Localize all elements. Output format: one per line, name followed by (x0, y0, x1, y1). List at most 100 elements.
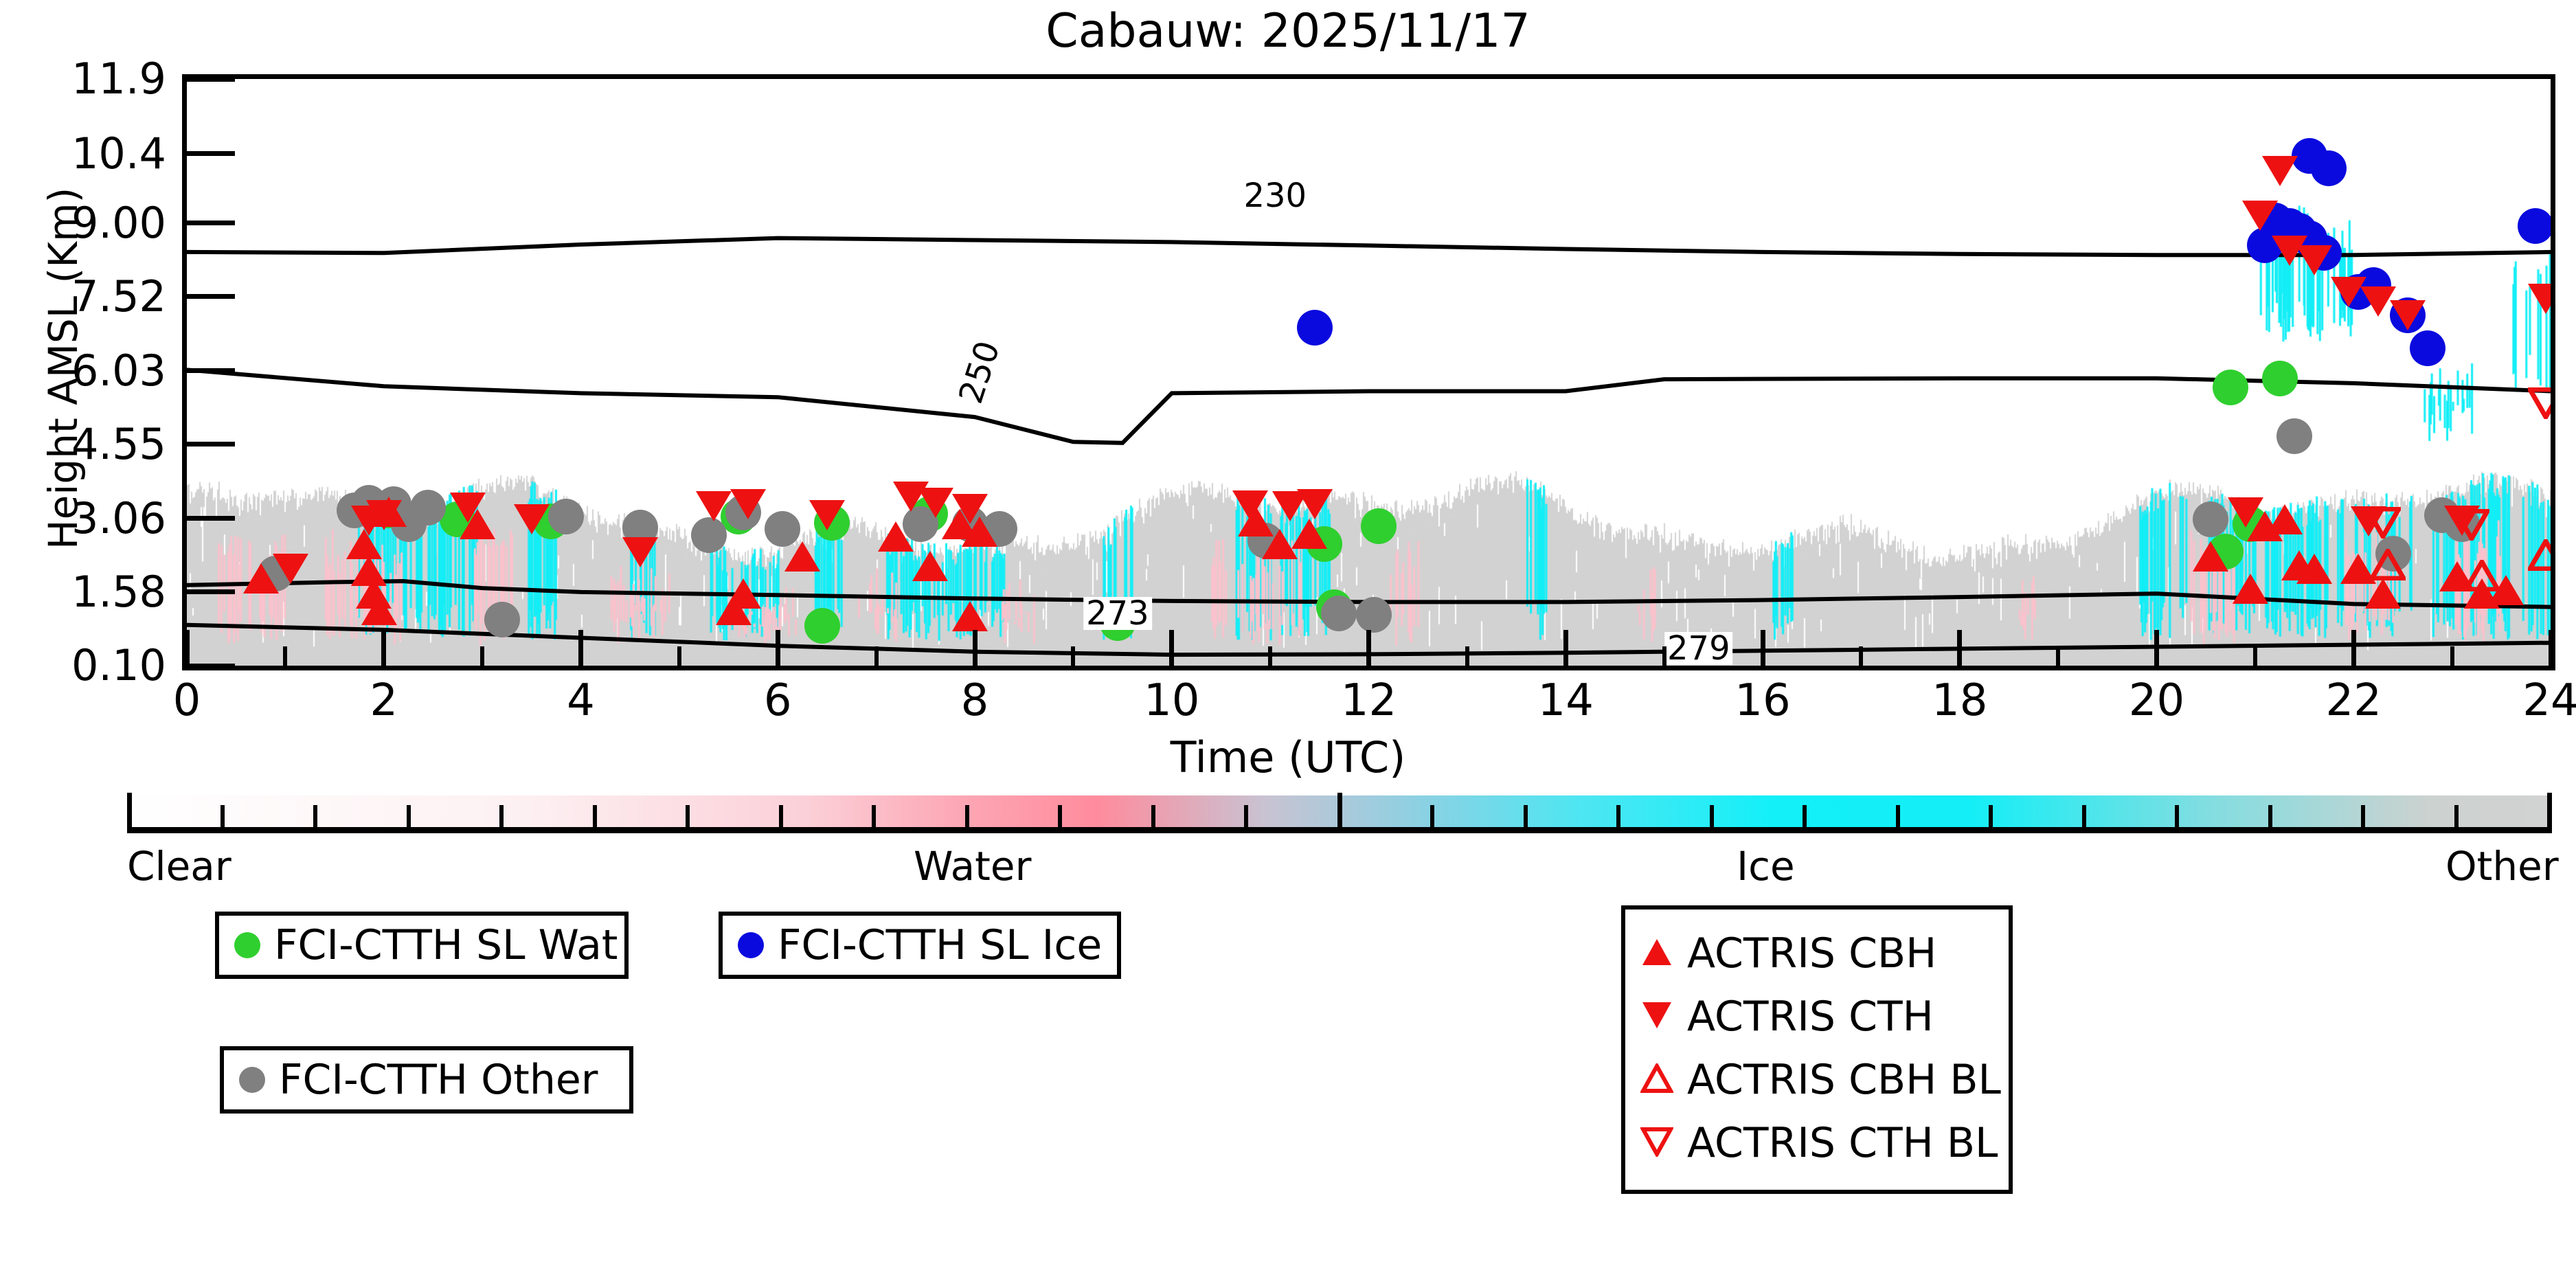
y-tick (187, 79, 235, 82)
triangle-down-open-icon (1639, 1127, 1675, 1160)
datapoint-fci-ctth-sl-ice (1296, 309, 1333, 346)
colorbar-tick (1244, 805, 1248, 827)
x-tick (2548, 630, 2551, 666)
datapoint-fci-ctth-other (547, 498, 584, 534)
datapoint-actris-cth (272, 553, 308, 584)
colorbar-tick (2081, 805, 2086, 827)
x-ticklabel: 12 (1340, 675, 1397, 726)
datapoint-actris-cbh (878, 521, 914, 552)
y-axis-label: Height AMSL (Km) (40, 187, 87, 550)
datapoint-actris-cbh (784, 541, 821, 572)
colorbar-tick (1616, 805, 1620, 827)
colorbar-tick (406, 805, 411, 827)
contour-label-273: 273 (1083, 597, 1152, 630)
colorbar-label-water: Water (914, 843, 1032, 890)
x-ticklabel: 8 (960, 675, 989, 726)
legend-row-actris-cbh-bl[interactable]: ACTRIS CBH BL (1625, 1048, 2009, 1111)
colorbar-tick (778, 805, 783, 827)
x-tick (1760, 630, 1765, 666)
datapoint-fci-ctth-sl-wat (2261, 360, 2298, 396)
datapoint-actris-cth (1232, 490, 1269, 521)
colorbar-tick (2547, 793, 2552, 827)
triangle-down-filled-icon (1640, 1000, 1673, 1033)
x-tick (1957, 630, 1963, 666)
datapoint-fci-ctth-other (765, 510, 801, 547)
datapoint-fci-ctth-other (484, 602, 520, 638)
x-tick-minor (2056, 646, 2061, 666)
x-tick-minor (1268, 646, 1273, 666)
colorbar-tick (2454, 805, 2459, 827)
y-ticklabel: 7.52 (71, 271, 166, 321)
colorbar-tick (872, 805, 876, 827)
datapoint-actris-cbh (951, 600, 988, 631)
colorbar-tick (1523, 805, 1528, 827)
x-tick (1169, 630, 1175, 666)
legend-row-actris-cth-bl[interactable]: ACTRIS CTH BL (1625, 1111, 2009, 1175)
datapoint-actris-cbh (2232, 573, 2268, 604)
datapoint-fci-ctth-sl-wat (1360, 508, 1397, 545)
colorbar-label-ice: Ice (1737, 843, 1795, 890)
plot-area: 230 250 273 279 (182, 74, 2555, 670)
legend-marker-circle-blue (738, 932, 764, 958)
legend-label: ACTRIS CTH (1687, 993, 1934, 1041)
colorbar-tick (2268, 805, 2272, 827)
y-tick (187, 442, 235, 447)
datapoint-actris-cth (2227, 497, 2263, 528)
legend-row-actris-cbh[interactable]: ACTRIS CBH (1625, 922, 2009, 985)
datapoint-actris-cth-bl (2363, 506, 2404, 541)
y-tick (187, 663, 235, 666)
datapoint-fci-ctth-other (2276, 418, 2313, 454)
datapoint-actris-cbh-bl (2461, 557, 2502, 594)
legend-fci-ctth-sl-ice[interactable]: FCI-CTTH SL Ice (719, 912, 1121, 979)
colorbar (127, 793, 2552, 838)
x-tick-minor (1859, 646, 1864, 666)
x-tick-minor (677, 646, 681, 666)
colorbar-tick (2175, 805, 2179, 827)
legend-fci-ctth-other[interactable]: FCI-CTTH Other (220, 1046, 633, 1114)
legend-fci-ctth-sl-wat[interactable]: FCI-CTTH SL Wat (215, 912, 629, 979)
x-tick-minor (1662, 646, 1667, 666)
legend-row-actris-cth[interactable]: ACTRIS CTH (1625, 985, 2009, 1048)
x-ticklabel: 4 (567, 675, 595, 726)
datapoint-actris-cth (2390, 300, 2426, 330)
isotherm-250 (187, 368, 2551, 445)
datapoint-actris-cbh-bl (2525, 536, 2551, 574)
datapoint-actris-cth (622, 536, 658, 567)
x-tick-minor (874, 646, 879, 666)
datapoint-fci-ctth-sl-ice (2311, 150, 2347, 187)
datapoint-fci-ctth-sl-wat (804, 608, 840, 644)
colorbar-tick (499, 805, 504, 827)
datapoint-actris-cth (365, 500, 402, 531)
x-tick (775, 630, 780, 666)
datapoint-actris-cbh (2365, 578, 2402, 609)
datapoint-actris-cth (2261, 155, 2298, 186)
colorbar-tick (1989, 805, 1993, 827)
x-ticklabel: 16 (1735, 675, 1791, 726)
datapoint-fci-ctth-sl-wat (2213, 369, 2249, 405)
y-ticklabel: 3.06 (71, 493, 166, 543)
colorbar-label-other: Other (2445, 843, 2559, 890)
datapoint-fci-ctth-sl-ice (2518, 207, 2551, 244)
datapoint-actris-cth (951, 494, 988, 525)
datapoint-actris-cth (917, 487, 953, 518)
colorbar-tick (220, 805, 225, 827)
x-ticklabel: 18 (1932, 675, 1988, 726)
classification-field (187, 79, 2551, 666)
datapoint-actris-cth-bl (2452, 508, 2492, 544)
y-ticklabel: 6.03 (71, 345, 166, 396)
colorbar-axis (127, 827, 2552, 833)
datapoint-fci-ctth-other (2193, 501, 2229, 537)
x-ticklabel: 2 (370, 675, 398, 726)
y-tick (187, 516, 235, 521)
legend-label: ACTRIS CBH (1687, 929, 1937, 978)
datapoint-actris-cbh (912, 551, 949, 582)
legend-actris[interactable]: ACTRIS CBH ACTRIS CTH ACTRIS CBH BL ACTRIS … (1621, 905, 2013, 1194)
colorbar-tick (1709, 805, 1714, 827)
legend-label: ACTRIS CBH BL (1687, 1056, 2001, 1104)
x-ticklabel: 10 (1144, 675, 1200, 726)
x-ticklabel: 6 (763, 675, 792, 726)
x-tick (381, 630, 387, 666)
isotherm-273 (187, 578, 2551, 609)
datapoint-actris-cbh (361, 594, 397, 625)
x-tick (578, 630, 583, 666)
